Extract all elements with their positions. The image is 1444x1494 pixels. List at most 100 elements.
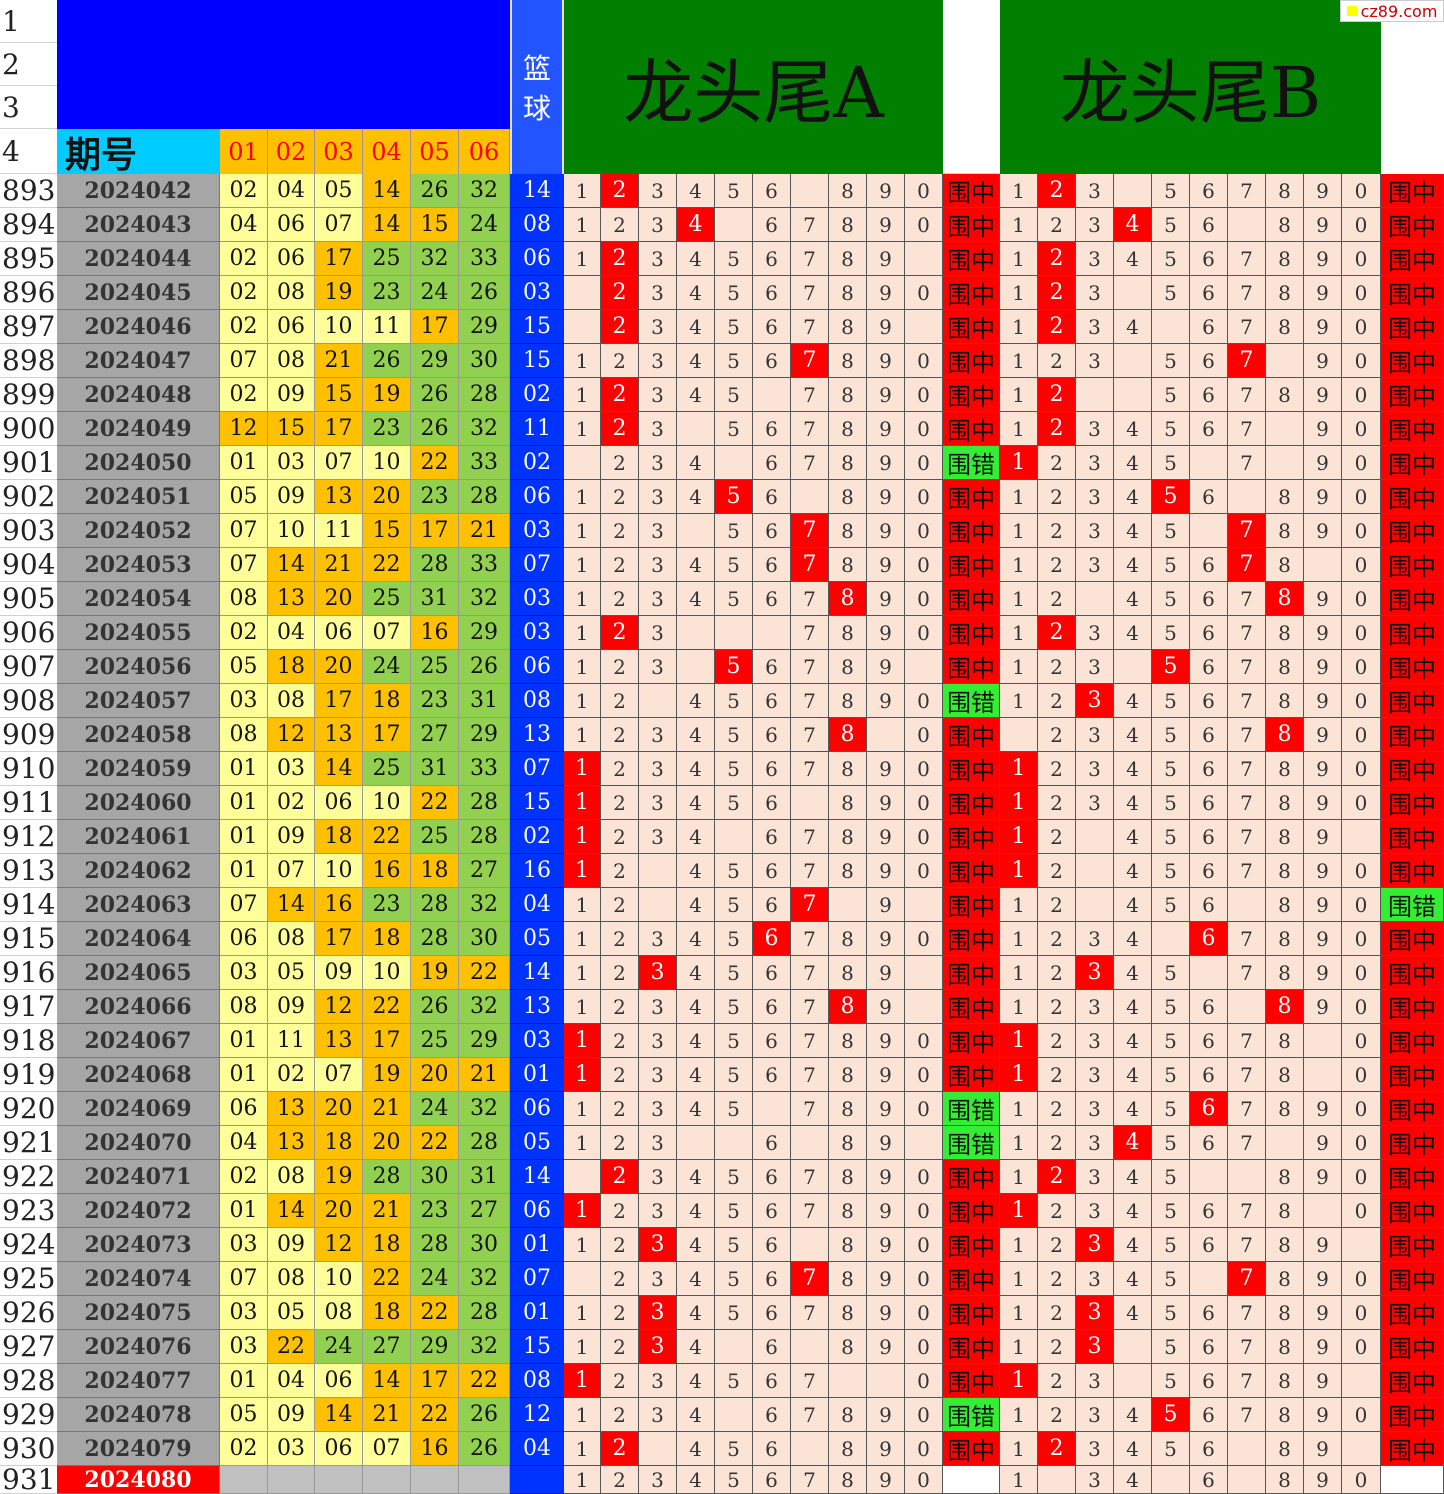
- red-ball-cell[interactable]: 32: [459, 990, 510, 1024]
- digit-b-cell[interactable]: 2: [1038, 684, 1076, 718]
- red-ball-cell[interactable]: 12: [268, 718, 315, 752]
- digit-b-cell[interactable]: 9: [1304, 990, 1342, 1024]
- digit-a-cell[interactable]: 4: [677, 1092, 715, 1126]
- digit-a-cell[interactable]: 4: [677, 888, 715, 922]
- digit-a-cell[interactable]: 9: [867, 208, 905, 242]
- digit-b-cell[interactable]: 5: [1152, 412, 1190, 446]
- digit-b-cell[interactable]: 7: [1228, 956, 1266, 990]
- digit-b-cell[interactable]: [1342, 820, 1381, 854]
- red-ball-cell[interactable]: 14: [268, 548, 315, 582]
- digit-b-cell[interactable]: 3: [1076, 922, 1114, 956]
- red-ball-cell[interactable]: 17: [315, 922, 363, 956]
- issue-number[interactable]: 2024056: [57, 650, 220, 684]
- digit-a-cell[interactable]: 1: [564, 1296, 601, 1330]
- digit-b-cell[interactable]: 0: [1342, 752, 1381, 786]
- issue-number[interactable]: 2024048: [57, 378, 220, 412]
- issue-number[interactable]: 2024043: [57, 208, 220, 242]
- digit-a-cell[interactable]: 4: [677, 208, 715, 242]
- red-ball-cell[interactable]: 13: [268, 1126, 315, 1160]
- digit-b-cell[interactable]: 8: [1266, 1432, 1304, 1466]
- digit-a-cell[interactable]: [715, 1330, 753, 1364]
- red-ball-cell[interactable]: 28: [459, 786, 510, 820]
- digit-b-cell[interactable]: 3: [1076, 956, 1114, 990]
- digit-b-cell[interactable]: 0: [1342, 208, 1381, 242]
- red-ball-cell[interactable]: 18: [363, 922, 411, 956]
- digit-a-cell[interactable]: 5: [715, 378, 753, 412]
- digit-a-cell[interactable]: 8: [829, 1262, 867, 1296]
- digit-a-cell[interactable]: 7: [791, 1092, 829, 1126]
- digit-a-cell[interactable]: 8: [829, 1194, 867, 1228]
- digit-a-cell[interactable]: 3: [639, 514, 677, 548]
- red-ball-cell[interactable]: 01: [220, 1024, 268, 1058]
- red-ball-cell[interactable]: 21: [315, 548, 363, 582]
- digit-b-cell[interactable]: 7: [1228, 1126, 1266, 1160]
- digit-b-cell[interactable]: 8: [1266, 786, 1304, 820]
- red-ball-cell[interactable]: 18: [363, 1228, 411, 1262]
- red-ball-cell[interactable]: 13: [315, 718, 363, 752]
- digit-a-cell[interactable]: 3: [639, 548, 677, 582]
- digit-a-cell[interactable]: 8: [829, 1126, 867, 1160]
- red-ball-cell[interactable]: 29: [459, 1024, 510, 1058]
- digit-a-cell[interactable]: 3: [639, 1262, 677, 1296]
- red-ball-cell[interactable]: 14: [363, 174, 411, 208]
- digit-b-cell[interactable]: 8: [1266, 1296, 1304, 1330]
- issue-number[interactable]: 2024045: [57, 276, 220, 310]
- digit-a-cell[interactable]: 4: [677, 1296, 715, 1330]
- digit-a-cell[interactable]: 9: [867, 1330, 905, 1364]
- red-ball-cell[interactable]: 06: [220, 1092, 268, 1126]
- digit-a-cell[interactable]: 1: [564, 922, 601, 956]
- red-ball-cell[interactable]: 23: [363, 888, 411, 922]
- digit-a-cell[interactable]: 1: [564, 1194, 601, 1228]
- digit-b-cell[interactable]: 3: [1076, 752, 1114, 786]
- digit-b-cell[interactable]: 3: [1076, 480, 1114, 514]
- issue-number[interactable]: 2024063: [57, 888, 220, 922]
- digit-a-cell[interactable]: 7: [791, 1024, 829, 1058]
- digit-a-cell[interactable]: 7: [791, 1296, 829, 1330]
- red-ball-cell[interactable]: 22: [411, 1126, 459, 1160]
- digit-a-cell[interactable]: 9: [867, 1432, 905, 1466]
- digit-a-cell[interactable]: 6: [753, 1160, 791, 1194]
- issue-number[interactable]: 2024046: [57, 310, 220, 344]
- digit-a-cell[interactable]: 6: [753, 922, 791, 956]
- digit-b-cell[interactable]: 1: [1000, 888, 1038, 922]
- red-ball-cell[interactable]: 07: [363, 616, 411, 650]
- red-ball-cell[interactable]: 22: [411, 1398, 459, 1432]
- red-ball-cell[interactable]: 01: [220, 820, 268, 854]
- red-ball-cell[interactable]: 21: [363, 1092, 411, 1126]
- digit-a-cell[interactable]: 4: [677, 752, 715, 786]
- red-ball-cell[interactable]: 02: [220, 378, 268, 412]
- digit-a-cell[interactable]: 2: [601, 888, 639, 922]
- digit-a-cell[interactable]: 6: [753, 1330, 791, 1364]
- digit-a-cell[interactable]: 7: [791, 242, 829, 276]
- red-ball-cell[interactable]: 15: [363, 514, 411, 548]
- digit-a-cell[interactable]: 7: [791, 1398, 829, 1432]
- digit-a-cell[interactable]: 6: [753, 854, 791, 888]
- red-ball-cell[interactable]: 06: [268, 242, 315, 276]
- digit-b-cell[interactable]: 0: [1342, 1024, 1381, 1058]
- red-ball-cell[interactable]: 11: [363, 310, 411, 344]
- digit-a-cell[interactable]: 8: [829, 1058, 867, 1092]
- digit-a-cell[interactable]: [791, 1126, 829, 1160]
- digit-b-cell[interactable]: 0: [1342, 276, 1381, 310]
- red-ball-cell[interactable]: 20: [363, 480, 411, 514]
- digit-b-cell[interactable]: 8: [1266, 310, 1304, 344]
- blue-ball-cell[interactable]: 06: [510, 480, 564, 514]
- digit-b-cell[interactable]: 5: [1152, 174, 1190, 208]
- red-ball-cell[interactable]: 29: [411, 344, 459, 378]
- digit-b-cell[interactable]: 9: [1304, 480, 1342, 514]
- blue-ball-cell[interactable]: 03: [510, 1024, 564, 1058]
- digit-a-cell[interactable]: [639, 684, 677, 718]
- red-ball-cell[interactable]: 28: [459, 1126, 510, 1160]
- digit-a-cell[interactable]: 5: [715, 1296, 753, 1330]
- digit-a-cell[interactable]: 5: [715, 344, 753, 378]
- red-ball-cell[interactable]: 08: [315, 1296, 363, 1330]
- red-ball-cell[interactable]: 13: [315, 1024, 363, 1058]
- digit-b-cell[interactable]: 0: [1342, 718, 1381, 752]
- red-ball-cell[interactable]: 28: [411, 888, 459, 922]
- digit-b-cell[interactable]: [1076, 378, 1114, 412]
- digit-b-cell[interactable]: [1342, 1432, 1381, 1466]
- issue-number[interactable]: 2024079: [57, 1432, 220, 1466]
- digit-b-cell[interactable]: 2: [1038, 344, 1076, 378]
- digit-b-cell[interactable]: [1228, 888, 1266, 922]
- digit-b-cell[interactable]: 2: [1038, 446, 1076, 480]
